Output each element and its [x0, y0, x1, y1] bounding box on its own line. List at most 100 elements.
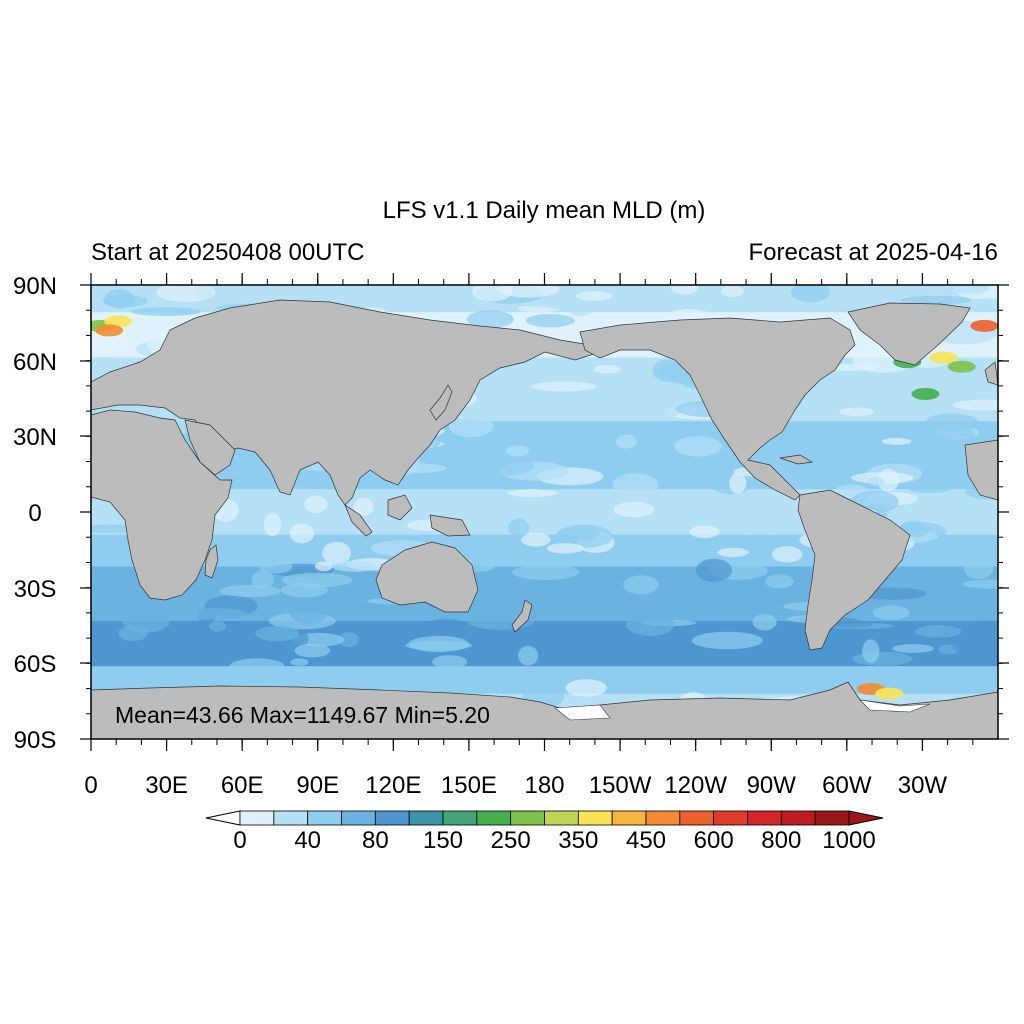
field-patch — [91, 334, 127, 354]
lon-tick-label: 60E — [221, 772, 264, 799]
lat-tick-label: 30S — [14, 576, 57, 603]
field-patch — [626, 613, 675, 637]
field-patch — [118, 625, 148, 642]
colorbar-label: 450 — [626, 827, 666, 854]
colorbar-labels: 0 40 80 150 250 350 450 600 800 1000 — [233, 827, 875, 854]
field-patch — [423, 618, 469, 633]
colorbar-label: 80 — [362, 827, 389, 854]
field-patch — [839, 407, 875, 417]
field-patch — [660, 395, 681, 418]
field-patch — [320, 285, 377, 291]
land-west-africa — [964, 439, 998, 501]
field-patch — [229, 285, 251, 293]
colorbar-box — [645, 810, 681, 826]
land-south-america — [797, 489, 911, 651]
colorbar-box — [239, 810, 275, 826]
field-patch — [512, 564, 580, 580]
colorbar-box — [307, 810, 342, 826]
colorbar-box — [679, 810, 715, 826]
field-patch — [691, 631, 763, 650]
ice-weddell-shelf — [859, 699, 931, 713]
colorbar-box — [341, 810, 376, 826]
field-patch — [497, 285, 560, 298]
colorbar-label: 800 — [761, 827, 801, 854]
axis-ticks — [80, 273, 1009, 751]
ice-ross-shelf — [554, 704, 611, 721]
field-hotspot — [911, 387, 940, 400]
lat-tick-label: 90S — [14, 727, 57, 754]
start-time-label: Start at 20250408 00UTC — [91, 239, 365, 266]
land-japan — [429, 384, 453, 421]
lon-tick-label: 30E — [145, 772, 188, 799]
field-patch — [689, 525, 720, 539]
field-patch — [900, 295, 972, 305]
field-patch — [836, 484, 867, 495]
land-new-zealand — [511, 599, 533, 633]
field-patch — [765, 574, 794, 589]
field-patch — [353, 497, 374, 516]
land-layer — [91, 299, 998, 739]
field-hotspot — [95, 324, 124, 337]
land-arabia — [184, 419, 236, 476]
field-patch — [862, 639, 880, 664]
field-patch — [263, 512, 282, 537]
lon-tick-label: 120E — [365, 772, 421, 799]
land-antarctica — [91, 681, 998, 739]
field-patch — [290, 658, 309, 666]
colorbar-box — [510, 810, 545, 826]
field-patch — [294, 643, 331, 658]
lat-tick-label: 60S — [14, 651, 57, 678]
land-north-america — [579, 317, 856, 501]
colorbar-label: 250 — [491, 827, 531, 854]
field-patch — [881, 437, 912, 445]
field-patch — [891, 644, 935, 653]
field-patch — [332, 560, 376, 572]
lon-tick-label: 180 — [524, 772, 564, 799]
field-patch — [322, 541, 352, 565]
field-patch — [520, 532, 551, 547]
colorbar-label: 350 — [558, 827, 598, 854]
lon-tick-label: 90E — [296, 772, 339, 799]
field-patch — [915, 625, 962, 638]
lat-tick-label: 90N — [13, 273, 57, 300]
field-hotspot — [875, 687, 904, 700]
field-patch — [102, 294, 148, 308]
colorbar-label: 600 — [694, 827, 734, 854]
field-patch — [613, 501, 655, 518]
field-patch — [790, 285, 830, 303]
lon-tick-label: 0 — [84, 772, 97, 799]
colorbar-box — [442, 810, 478, 826]
field-patch — [752, 614, 777, 631]
field-patch — [909, 485, 950, 494]
field-patch — [721, 285, 744, 298]
field-patch — [568, 301, 594, 317]
axis-labels: 90N 60N 30N 0 30S 60S 90S 0 30E 60E 90E 120E 150E 180… — [13, 273, 947, 799]
field-patch — [229, 658, 285, 675]
field-patch — [304, 495, 328, 513]
field-patch — [671, 285, 698, 295]
colorbar-box — [611, 810, 647, 826]
field-hotspot — [947, 360, 976, 373]
field-patch — [717, 547, 749, 557]
colorbar-box — [713, 810, 748, 826]
colorbar-max-arrow — [848, 810, 884, 826]
field-patch — [449, 415, 494, 438]
field-patch — [525, 313, 575, 328]
lon-tick-label: 30W — [898, 772, 948, 799]
colorbar-box — [747, 810, 782, 826]
field-patch — [251, 570, 274, 589]
field-patch — [161, 628, 201, 650]
field-patch — [177, 608, 248, 620]
lat-tick-label: 0 — [28, 500, 41, 527]
field-patch — [486, 671, 531, 685]
colorbar-box — [544, 810, 579, 826]
field-patch — [546, 543, 584, 554]
land-sumatra — [344, 504, 373, 537]
field-patch — [623, 575, 659, 595]
field-patch — [531, 381, 597, 392]
colorbar-label: 0 — [233, 827, 246, 854]
field-patch — [873, 605, 910, 620]
ice-shelf-layer — [554, 699, 931, 721]
field-patch — [774, 496, 795, 505]
forecast-time-label: Forecast at 2025-04-16 — [748, 239, 998, 266]
